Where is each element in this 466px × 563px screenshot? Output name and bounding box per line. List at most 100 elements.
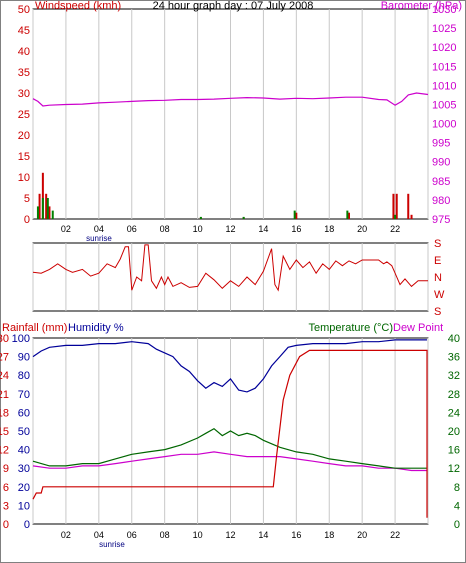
windspeed-tick-label: 40 xyxy=(18,46,30,58)
temperature-tick-label: 8 xyxy=(454,482,460,494)
temperature-tick-label: 40 xyxy=(448,333,460,345)
barometer-line xyxy=(32,92,429,107)
temperature-tick-label: 28 xyxy=(448,389,460,401)
windspeed-tick-label: 5 xyxy=(24,193,30,205)
humidity-tick-label: 30 xyxy=(18,463,30,475)
sunrise-label-lower: sunrise xyxy=(99,540,125,549)
temperature-tick-label: 4 xyxy=(454,500,460,512)
barometer-axis-label: Barometer (hPa) xyxy=(381,0,462,12)
rainfall-tick-label: 21 xyxy=(0,389,9,401)
barometer-tick-label: 990 xyxy=(432,157,450,169)
temperature-tick-label: 36 xyxy=(448,352,460,364)
barometer-tick-label: 980 xyxy=(432,195,450,207)
windspeed-tick-label: 45 xyxy=(18,25,30,37)
barometer-tick-label: 1015 xyxy=(432,61,456,73)
x-tick-label: 02 xyxy=(61,224,71,234)
windspeed-tick-label: 20 xyxy=(18,130,30,142)
rainfall-tick-label: 18 xyxy=(0,407,9,419)
wind-gust-bar xyxy=(293,210,296,219)
temperature-tick-label: 20 xyxy=(448,426,460,438)
x-tick-label: 12 xyxy=(225,530,235,540)
wind-gust-bar xyxy=(346,210,349,219)
x-tick-label: 18 xyxy=(324,530,334,540)
wind-gust-bar xyxy=(46,198,49,219)
x-tick-label: 22 xyxy=(390,224,400,234)
temperature-x-axis: 02 04 06 08 10 12 14 16 18 20 22 xyxy=(61,530,400,540)
temperature-tick-label: 12 xyxy=(448,463,460,475)
windspeed-tick-label: 50 xyxy=(18,4,30,16)
x-tick-label: 06 xyxy=(127,224,137,234)
rainfall-axis-label: Rainfall (mm) xyxy=(2,322,67,334)
humidity-tick-label: 50 xyxy=(18,426,30,438)
wind-gust-bar xyxy=(41,198,44,219)
x-tick-label: 08 xyxy=(160,530,170,540)
x-tick-label: 20 xyxy=(357,224,367,234)
temperature-tick-label: 24 xyxy=(448,407,460,419)
rainfall-tick-label: 15 xyxy=(0,426,9,438)
wind-speed-bar xyxy=(348,212,350,219)
windspeed-tick-label: 15 xyxy=(18,151,30,163)
direction-tick-label: N xyxy=(434,272,442,284)
wind-speed-bar xyxy=(38,193,41,219)
humidity-axis-label: Humidity % xyxy=(68,322,124,334)
x-tick-label: 02 xyxy=(61,530,71,540)
direction-tick-label: E xyxy=(434,255,441,267)
direction-tick-label: S xyxy=(434,238,441,250)
humidity-tick-label: 10 xyxy=(18,500,30,512)
barometer-tick-label: 1010 xyxy=(432,80,456,92)
temperature-y-axis: 0 4 8 12 16 20 24 28 32 36 40 xyxy=(448,333,460,531)
rainfall-tick-label: 12 xyxy=(0,445,9,457)
rainfall-tick-label: 3 xyxy=(3,500,9,512)
barometer-tick-label: 975 xyxy=(432,214,450,226)
wind-speed-bar xyxy=(392,193,395,219)
barometer-tick-label: 1020 xyxy=(432,42,456,54)
rainfall-tick-label: 0 xyxy=(3,519,9,531)
windspeed-tick-label: 35 xyxy=(18,67,30,79)
barometer-tick-label: 1025 xyxy=(432,23,456,35)
wind-gust-bar xyxy=(51,210,54,219)
x-tick-label: 18 xyxy=(324,224,334,234)
rainfall-tick-label: 24 xyxy=(0,370,9,382)
x-tick-label: 10 xyxy=(193,224,203,234)
direction-grid xyxy=(32,243,429,311)
barometer-tick-label: 1000 xyxy=(432,119,456,131)
humidity-tick-label: 80 xyxy=(18,370,30,382)
windspeed-tick-label: 25 xyxy=(18,109,30,121)
humidity-line xyxy=(32,339,427,393)
humidity-tick-label: 90 xyxy=(18,352,30,364)
rainfall-tick-label: 9 xyxy=(3,463,9,475)
x-tick-label: 20 xyxy=(357,530,367,540)
humidity-tick-label: 60 xyxy=(18,407,30,419)
windspeed-axis-label: Windspeed (kmh) xyxy=(35,0,121,12)
x-tick-label: 14 xyxy=(258,224,268,234)
wind-speed-bar xyxy=(410,214,413,219)
wind-speed-bar xyxy=(45,193,48,219)
rain-humidity-temperature-chart: 0369121518212427300102030405060708090100… xyxy=(0,322,460,549)
barometer-tick-label: 1005 xyxy=(432,99,456,111)
x-tick-label: 14 xyxy=(258,530,268,540)
rain-humidity-y-axis: 0 3 6 9 12 15 18 21 24 27 30 0 10 20 30 40 50 60 70 80 90 100 xyxy=(0,333,30,531)
chart-title: 24 hour graph day : 07 July 2008 xyxy=(153,0,314,12)
windspeed-tick-label: 10 xyxy=(18,172,30,184)
wind-gust-bar xyxy=(199,216,202,219)
x-tick-label: 04 xyxy=(94,224,104,234)
humidity-tick-label: 40 xyxy=(18,445,30,457)
temperature-line xyxy=(32,427,427,469)
x-tick-label: 12 xyxy=(225,224,235,234)
dewpoint-line xyxy=(32,451,427,472)
direction-tick-label: S xyxy=(434,306,441,318)
wind-gust-bar xyxy=(242,216,245,219)
humidity-tick-label: 0 xyxy=(24,519,30,531)
wind-speed-bar xyxy=(407,193,410,219)
dewpoint-axis-label: Dew Point xyxy=(393,322,443,334)
windspeed-tick-label: 0 xyxy=(24,214,30,226)
humidity-tick-label: 20 xyxy=(18,482,30,494)
wind-x-axis: 02 04 06 08 10 12 14 16 18 20 22 xyxy=(61,224,400,234)
temperature-tick-label: 16 xyxy=(448,445,460,457)
windspeed-tick-label: 30 xyxy=(18,88,30,100)
barometer-tick-label: 1030 xyxy=(432,4,456,16)
barometer-tick-label: 985 xyxy=(432,176,450,188)
wind-speed-bar xyxy=(395,193,398,219)
